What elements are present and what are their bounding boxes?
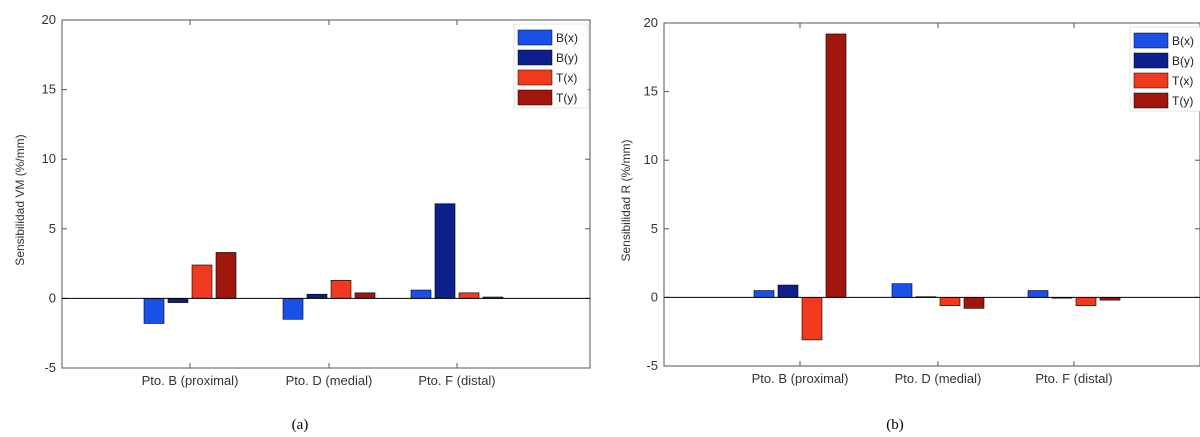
- bar: [167, 298, 189, 303]
- legend-swatch: [1133, 72, 1169, 89]
- bar: [458, 292, 480, 299]
- bar: [354, 292, 376, 299]
- y-tick-label: -5: [44, 360, 56, 375]
- bar: [963, 297, 985, 309]
- y-tick-label: 0: [49, 290, 56, 305]
- bar: [306, 293, 328, 299]
- legend: B(x) B(y) T(x) T(y): [513, 23, 589, 109]
- bar: [191, 264, 213, 299]
- x-tick-label: Pto. F (distal): [1035, 371, 1112, 386]
- legend-swatch: [1133, 32, 1169, 49]
- x-tick-label: Pto. B (proximal): [142, 373, 239, 388]
- y-tick-label: 15: [42, 82, 56, 97]
- legend: B(x) B(y) T(x) T(y): [1129, 26, 1200, 112]
- bar: [801, 297, 823, 341]
- bar: [434, 203, 456, 299]
- bar: [330, 280, 352, 299]
- y-tick-label: 20: [644, 15, 658, 30]
- legend-label: T(x): [556, 71, 577, 85]
- bar: [282, 298, 304, 320]
- bar: [1027, 290, 1049, 298]
- y-tick-label: 0: [651, 289, 658, 304]
- bar: [1075, 297, 1097, 306]
- bar: [215, 252, 237, 299]
- y-tick-label: 10: [42, 151, 56, 166]
- x-tick-label: Pto. F (distal): [418, 373, 495, 388]
- x-tick-label: Pto. D (medial): [286, 373, 373, 388]
- legend-swatch: [1133, 52, 1169, 69]
- bar: [777, 284, 799, 298]
- y-tick-label: 15: [644, 84, 658, 99]
- legend-swatch: [517, 49, 553, 66]
- legend-label: T(y): [556, 91, 577, 105]
- bar: [825, 33, 847, 298]
- legend-label: B(x): [1172, 34, 1194, 48]
- legend-label: B(y): [1172, 54, 1194, 68]
- y-tick-label: 10: [644, 152, 658, 167]
- plot-area: [663, 22, 1200, 367]
- legend-label: T(x): [1172, 74, 1193, 88]
- y-tick-label: -5: [646, 358, 658, 373]
- legend-label: T(y): [1172, 94, 1193, 108]
- legend-swatch: [1133, 92, 1169, 109]
- x-tick-label: Pto. D (medial): [895, 371, 982, 386]
- bar: [939, 297, 961, 306]
- y-tick-label: 20: [42, 12, 56, 27]
- y-tick-label: 5: [651, 221, 658, 236]
- bar: [410, 289, 432, 299]
- y-axis-label: Sensibilidad R (%/mm): [619, 139, 633, 261]
- chart-a: -5 0 5 10 15 20 Sensibilidad VM (%/mm) Pto. B (…: [13, 12, 591, 433]
- y-tick-label: 5: [49, 221, 56, 236]
- figure-caption: (a): [292, 417, 309, 433]
- x-tick-label: Pto. B (proximal): [752, 371, 849, 386]
- chart-b: -5 0 5 10 15 20 Sensibilidad R (%/mm) Pto. B (p…: [619, 15, 1200, 433]
- plot-area: [61, 19, 591, 369]
- bar: [753, 290, 775, 298]
- figure-caption: (b): [886, 417, 904, 433]
- y-axis-label: Sensibilidad VM (%/mm): [13, 134, 27, 265]
- legend-swatch: [517, 69, 553, 86]
- legend-label: B(x): [556, 31, 578, 45]
- bar: [891, 283, 913, 298]
- legend-swatch: [517, 89, 553, 106]
- bar: [143, 298, 165, 324]
- legend-label: B(y): [556, 51, 578, 65]
- legend-swatch: [517, 29, 553, 46]
